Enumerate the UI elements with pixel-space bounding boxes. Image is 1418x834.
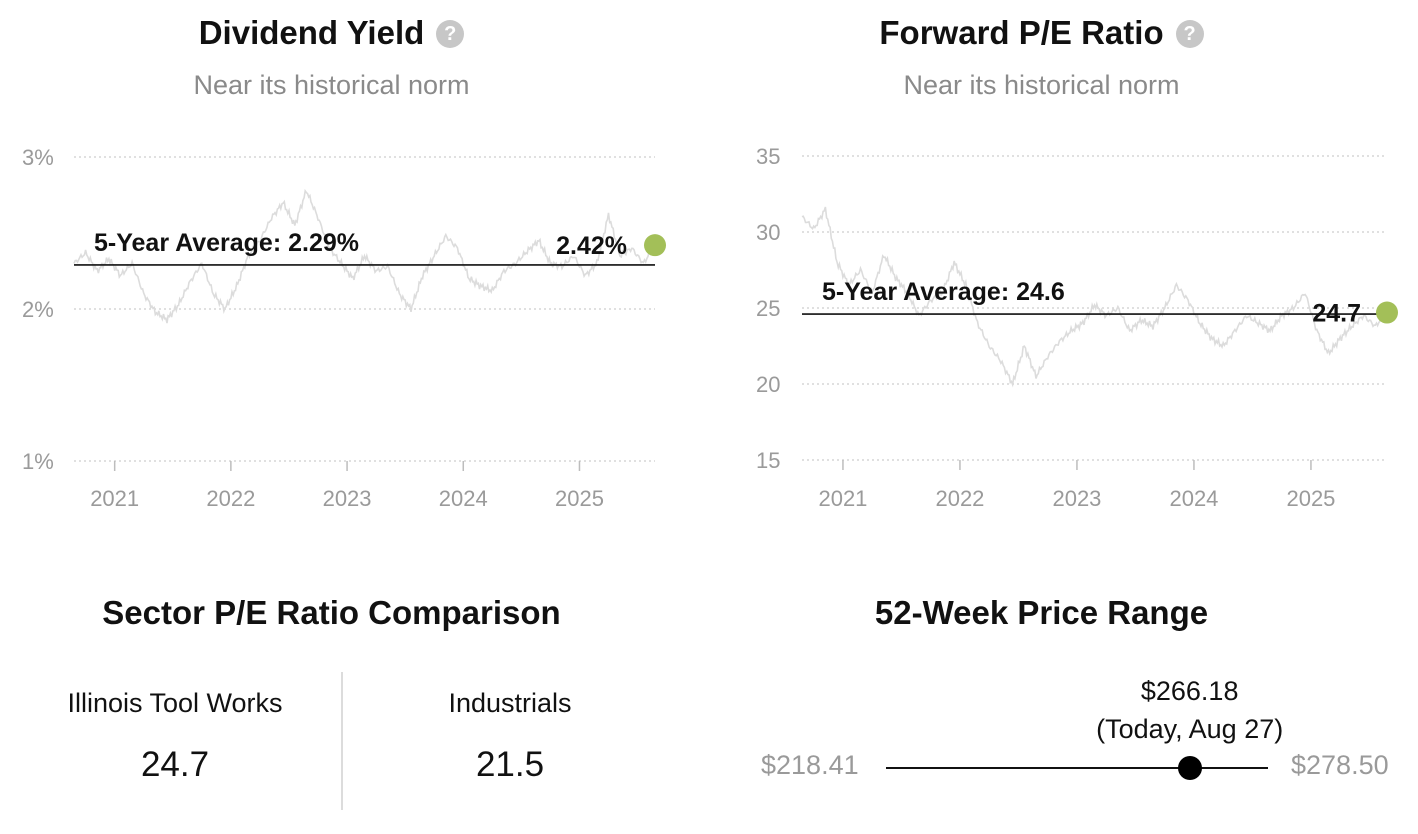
- dividend-yield-subtitle: Near its historical norm: [193, 70, 470, 100]
- x-tick-label: 2021: [818, 486, 867, 511]
- sector-company-name: Illinois Tool Works: [67, 688, 283, 718]
- y-tick-label: 20: [756, 372, 780, 397]
- forward-pe-panel: Forward P/E Ratio? Near its historical n…: [709, 0, 1418, 540]
- forward-pe-chart: 35 30 25 20 15 2021 2022 2023 2024 2025 5-Year Ave…: [756, 144, 1398, 511]
- current-value-label: 2.42%: [556, 232, 627, 260]
- sector-industry-name: Industrials: [448, 688, 572, 718]
- price-range-current-price: $266.18: [1140, 676, 1239, 706]
- x-tick-label: 2021: [90, 486, 139, 511]
- question-circle-icon[interactable]: ?: [1175, 20, 1204, 48]
- x-tick-label: 2025: [555, 486, 604, 511]
- current-value-dot[interactable]: [1376, 301, 1398, 324]
- current-value-dot[interactable]: [644, 234, 666, 257]
- forward-pe-subtitle: Near its historical norm: [903, 70, 1180, 100]
- y-tick-label: 30: [756, 220, 780, 245]
- y-tick-label: 1%: [22, 449, 54, 474]
- price-range-marker: [1177, 756, 1202, 780]
- y-tick-label: 3%: [22, 145, 54, 170]
- x-tick-label: 2022: [206, 486, 255, 511]
- price-range-current-date: (Today, Aug 27): [1096, 714, 1284, 744]
- y-tick-label: 15: [756, 448, 780, 473]
- y-tick-label: 25: [756, 296, 780, 321]
- y-tick-label: 2%: [22, 297, 54, 322]
- current-value-label: 24.7: [1312, 300, 1361, 328]
- sector-industry-column: Industrials 21.5: [345, 688, 675, 785]
- x-tick-label: 2022: [935, 486, 984, 511]
- dividend-yield-chart: 3% 2% 1% 2021 2022 2023 2024 2025 5-Year Average…: [22, 145, 666, 511]
- sector-pe-title: Sector P/E Ratio Comparison: [102, 594, 561, 631]
- average-label: 5-Year Average: 2.29%: [94, 229, 359, 257]
- average-label: 5-Year Average: 24.6: [822, 278, 1065, 306]
- dividend-yield-panel: Dividend Yield? Near its historical norm…: [0, 0, 709, 540]
- price-range-title: 52-Week Price Range: [874, 594, 1209, 631]
- sector-industry-value: 21.5: [475, 745, 545, 784]
- sector-company-column: Illinois Tool Works 24.7: [10, 688, 340, 785]
- series-line: [801, 206, 1388, 388]
- x-tick-label: 2023: [323, 486, 372, 511]
- x-tick-label: 2025: [1286, 486, 1335, 511]
- price-range-high: $278.50: [1291, 750, 1389, 780]
- series-line: [73, 188, 656, 324]
- question-circle-icon[interactable]: ?: [436, 20, 465, 48]
- forward-pe-title-text: Forward P/E Ratio: [879, 14, 1164, 51]
- x-tick-label: 2023: [1052, 486, 1101, 511]
- forward-pe-title: Forward P/E Ratio?: [709, 14, 1374, 52]
- price-range-low: $218.41: [761, 750, 859, 780]
- sector-divider: [341, 672, 343, 810]
- dividend-yield-title: Dividend Yield?: [0, 14, 686, 52]
- sector-pe-comparison: Sector P/E Ratio Comparison Illinois Too…: [0, 570, 709, 834]
- price-range-current-label: $266.18 (Today, Aug 27): [1040, 672, 1340, 748]
- x-tick-label: 2024: [1169, 486, 1218, 511]
- x-tick-label: 2024: [439, 486, 488, 511]
- sector-company-value: 24.7: [140, 745, 210, 784]
- dividend-yield-title-text: Dividend Yield: [198, 14, 425, 51]
- y-tick-label: 35: [756, 144, 780, 169]
- price-range-panel: 52-Week Price Range $266.18 (Today, Aug …: [709, 570, 1418, 834]
- price-range-line: [886, 767, 1268, 769]
